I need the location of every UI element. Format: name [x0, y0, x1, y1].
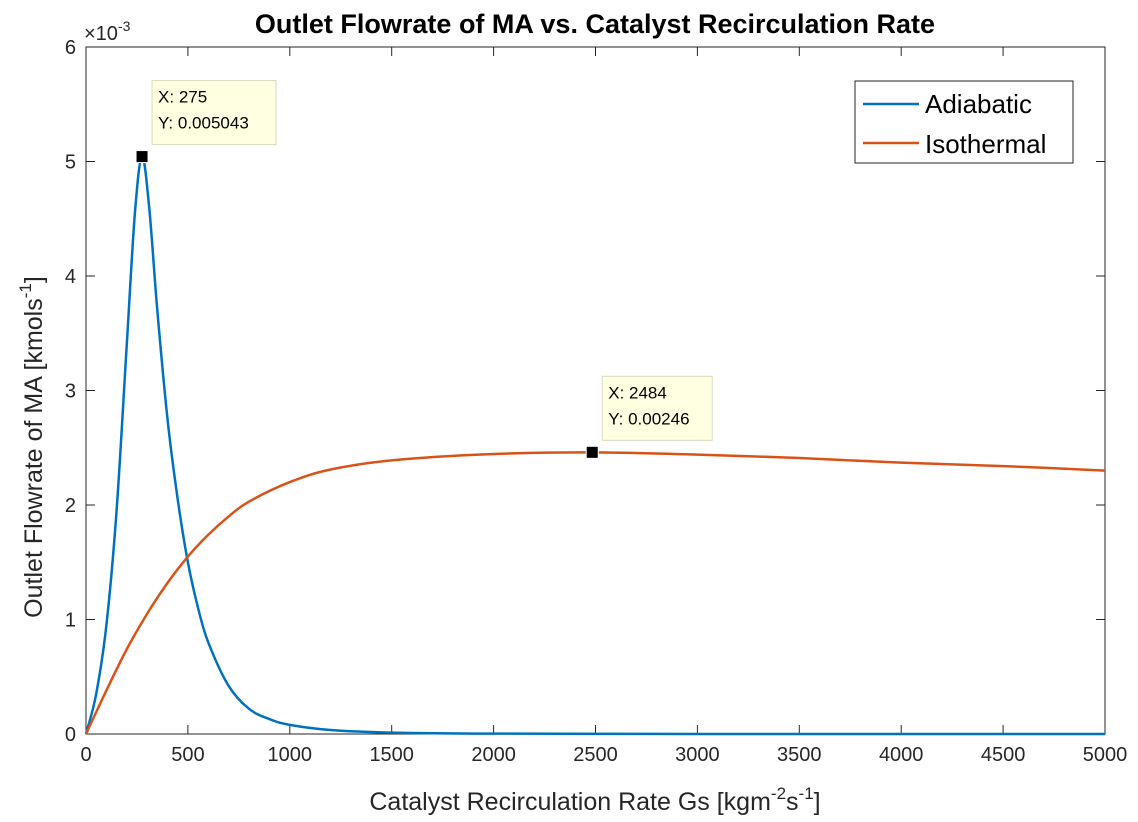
- y-tick-label: 2: [65, 495, 76, 517]
- datatips-layer: X: 275 Y: 0.005043 X: 2484 Y: 0.00246: [135, 80, 713, 459]
- legend: Adiabatic Isothermal: [854, 80, 1074, 164]
- y-tick-label: 5: [65, 152, 76, 174]
- datatip-x-text: X: 2484: [608, 383, 667, 402]
- series-line-adiabatic: [84, 155, 1106, 736]
- datatip-box: [151, 80, 277, 146]
- chart-title: Outlet Flowrate of MA vs. Catalyst Recir…: [255, 9, 935, 39]
- y-exponent-label: ×10-3: [84, 18, 131, 45]
- y-axis: 0 1 2 3 4 5 6: [65, 37, 1105, 746]
- x-tick-label: 3000: [675, 744, 720, 766]
- y-tick-label: 4: [65, 266, 76, 288]
- x-tick-label: 0: [80, 744, 91, 766]
- datatip-box: [601, 375, 713, 441]
- datatip-x-text: X: 275: [158, 88, 207, 107]
- y-tick-label: 6: [65, 37, 76, 59]
- x-tick-label: 4500: [981, 744, 1026, 766]
- x-axis: 0 500 1000 1500 2000 2500 3000 3500 4000 4500 5000: [80, 47, 1127, 766]
- x-tick-label: 5000: [1083, 744, 1128, 766]
- datatip[interactable]: X: 275 Y: 0.005043: [135, 80, 277, 164]
- datatip-y-text: Y: 0.005043: [158, 114, 249, 133]
- x-axis-label: Catalyst Recirculation Rate Gs [kgm-2s-1…: [369, 784, 820, 816]
- x-tick-label: 2000: [471, 744, 516, 766]
- legend-label-adiabatic: Adiabatic: [925, 89, 1032, 119]
- legend-label-isothermal: Isothermal: [925, 129, 1046, 159]
- y-exponent-sup: -3: [118, 18, 131, 34]
- datatip-y-text: Y: 0.00246: [608, 409, 689, 428]
- y-tick-label: 0: [65, 724, 76, 746]
- x-tick-label: 500: [171, 744, 204, 766]
- x-tick-label: 4000: [879, 744, 924, 766]
- datatip-marker[interactable]: [585, 445, 599, 459]
- y-tick-label: 1: [65, 610, 76, 632]
- datatip-marker[interactable]: [135, 150, 149, 164]
- datatip[interactable]: X: 2484 Y: 0.00246: [585, 375, 713, 459]
- x-tick-label: 3500: [777, 744, 822, 766]
- series-layer: [84, 155, 1106, 736]
- y-axis-label: Outlet Flowrate of MA [kmols-1]: [16, 276, 48, 618]
- x-tick-label: 1000: [268, 744, 313, 766]
- y-tick-label: 3: [65, 381, 76, 403]
- x-tick-label: 1500: [369, 744, 414, 766]
- x-tick-label: 2500: [573, 744, 618, 766]
- series-line-isothermal: [84, 451, 1106, 735]
